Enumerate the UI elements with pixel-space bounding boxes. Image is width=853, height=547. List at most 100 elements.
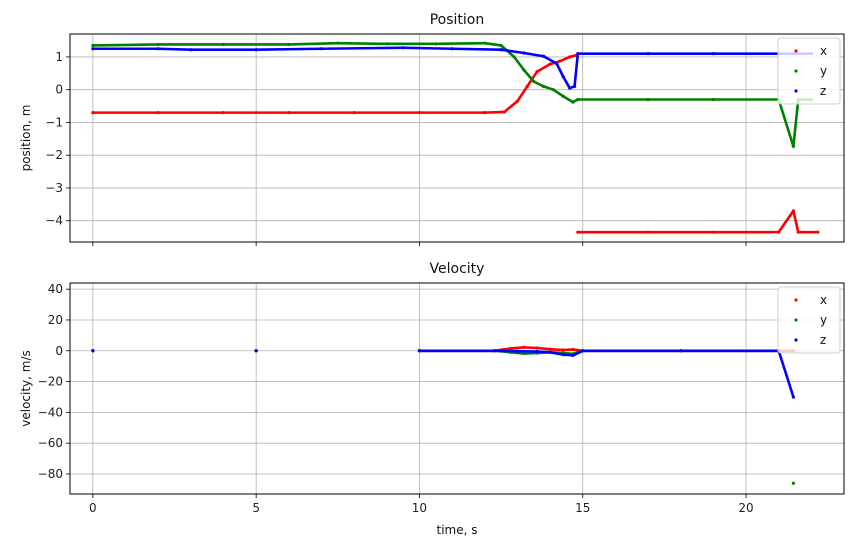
data-point: [571, 347, 575, 352]
series-segment: [561, 351, 575, 356]
series-segment: [792, 209, 800, 234]
data-point: [646, 97, 650, 102]
y-tick-label: 0: [55, 83, 63, 97]
series-segment: [509, 351, 526, 355]
data-point: [221, 111, 226, 115]
data-point: [581, 349, 585, 353]
series-segment: [522, 68, 536, 83]
legend-label-y: y: [820, 313, 827, 327]
data-point: [492, 349, 497, 353]
data-point: [561, 74, 565, 79]
x-tick-label: 10: [412, 501, 427, 515]
data-point: [221, 42, 226, 47]
data-point: [522, 351, 526, 356]
data-point: [156, 47, 160, 51]
series-y: [91, 41, 813, 148]
series-segment: [450, 47, 503, 52]
axes-frame: [69, 33, 845, 243]
data-point: [541, 54, 546, 58]
series-segment: [535, 350, 552, 354]
series-segment: [512, 55, 526, 72]
data-point: [576, 230, 580, 234]
data-point: [791, 481, 795, 485]
series-segment: [483, 41, 503, 47]
y-tick-label: −80: [38, 467, 63, 481]
data-point: [417, 111, 422, 115]
data-point: [254, 349, 258, 353]
data-point: [91, 349, 95, 353]
series-segment: [535, 346, 552, 351]
data-point: [336, 41, 340, 45]
data-point: [561, 348, 565, 352]
legend-label-z: z: [820, 333, 826, 347]
legend-marker-z: [794, 89, 798, 93]
data-point: [499, 48, 503, 52]
chart-title: Velocity: [430, 261, 485, 277]
series-segment: [542, 54, 558, 65]
data-point: [791, 144, 795, 148]
data-point: [568, 86, 572, 90]
legend-label-y: y: [820, 64, 827, 78]
series-segment: [777, 209, 795, 234]
data-point: [352, 111, 356, 115]
data-point: [572, 84, 577, 89]
data-point: [796, 230, 800, 234]
data-point: [287, 111, 291, 115]
data-point: [287, 42, 291, 47]
legend-label-x: x: [820, 44, 827, 58]
series-segment: [522, 51, 545, 58]
data-point: [91, 111, 95, 115]
data-point: [522, 51, 526, 55]
series-segment: [573, 52, 580, 88]
data-point: [434, 42, 438, 46]
data-point: [515, 99, 520, 103]
data-point: [254, 48, 258, 52]
data-point: [156, 42, 160, 47]
series-segment: [516, 85, 529, 103]
series-segment: [434, 41, 487, 46]
legend: xyz: [777, 37, 841, 105]
data-point: [509, 346, 513, 351]
series-segment: [777, 349, 795, 399]
data-point: [548, 347, 552, 351]
y-tick-label: −60: [38, 436, 63, 450]
chart-title: Position: [430, 12, 485, 28]
legend-marker-y: [794, 318, 798, 322]
legend-label-z: z: [820, 84, 826, 98]
series-segment: [555, 62, 565, 78]
y-tick-label: −4: [45, 214, 63, 228]
data-point: [515, 349, 520, 353]
y-axis-label: position, m: [19, 105, 33, 172]
x-tick-label: 0: [89, 501, 97, 515]
data-point: [483, 111, 487, 115]
y-tick-label: −3: [45, 181, 63, 195]
series-segment: [91, 43, 160, 47]
data-point: [571, 353, 575, 357]
series-segment: [287, 41, 340, 46]
y-tick-label: −1: [45, 115, 63, 129]
chart-0: 1 0 −1 −2 −3 −4 Position position, m xyz: [19, 12, 845, 246]
y-tick-label: 0: [55, 344, 63, 358]
data-point: [646, 230, 650, 234]
legend-label-x: x: [820, 293, 827, 307]
x-axis-label: time, s: [437, 523, 478, 537]
data-point: [777, 230, 781, 234]
series-segment: [336, 41, 389, 46]
x-tick-label: 15: [575, 501, 590, 515]
data-point: [535, 349, 539, 354]
y-tick-label: 1: [55, 50, 63, 64]
data-point: [525, 84, 529, 89]
data-point: [91, 43, 95, 48]
data-point: [576, 97, 580, 102]
series-segment: [558, 55, 571, 63]
series-y: [91, 349, 795, 485]
data-point: [548, 62, 552, 66]
series-segment: [254, 47, 323, 52]
data-point: [555, 61, 559, 66]
series-segment: [503, 99, 519, 114]
data-point: [385, 42, 389, 46]
legend: xyz: [777, 286, 841, 354]
data-point: [568, 55, 572, 59]
data-point: [417, 349, 422, 353]
series-segment: [571, 349, 585, 357]
